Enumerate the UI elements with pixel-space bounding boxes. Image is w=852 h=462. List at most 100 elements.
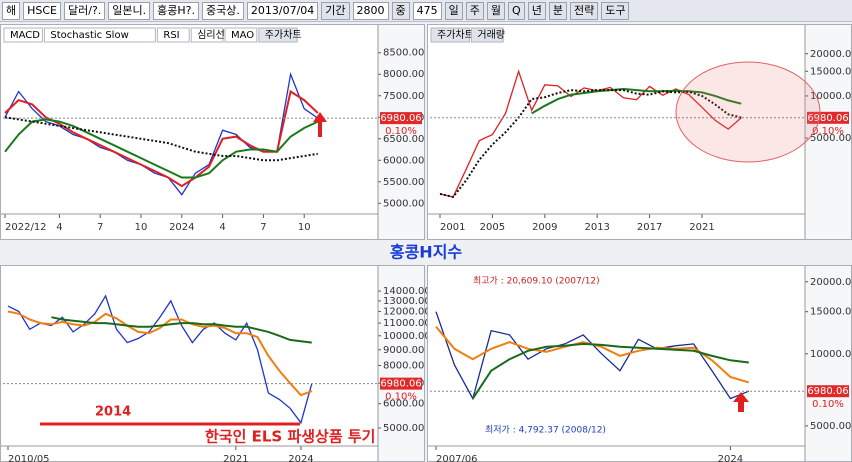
chart-panel (427, 24, 852, 240)
arrow (313, 112, 327, 137)
y-tick-label: 10000.00 (383, 331, 431, 342)
y-tick-label: 12000.00 (383, 307, 431, 318)
price-line (7, 294, 313, 425)
toolbar-item[interactable]: 일 (444, 1, 463, 20)
y-tick-label: 8000.00 (383, 360, 424, 371)
x-tick-label: 2024 (288, 454, 313, 462)
tab-label[interactable]: 심리선 (197, 29, 225, 41)
tab-label[interactable]: RSI (163, 30, 179, 41)
y-tick-label: 15000.00 (810, 307, 852, 318)
tab[interactable] (224, 27, 258, 43)
y-tick-label: 6000.00 (383, 155, 424, 166)
price-line (7, 310, 313, 397)
arrow (733, 392, 749, 412)
toolbar-item[interactable]: 홍콩H?. (153, 1, 200, 20)
tab[interactable] (156, 27, 190, 43)
x-tick-label: 10 (298, 222, 311, 233)
x-tick-label: 2009 (532, 222, 557, 233)
y-axis-area (805, 266, 851, 461)
highlight (675, 61, 821, 163)
annotation: 최고가 : 20,609.10 (2007/12) (473, 276, 600, 287)
last-price: 6980.06 (380, 113, 421, 124)
x-tick-label: 2022/12 (5, 222, 47, 233)
tab-label[interactable]: 주가차트 (265, 29, 302, 41)
last-price-box (807, 111, 849, 124)
tab[interactable] (190, 27, 224, 43)
tab[interactable] (470, 27, 504, 43)
tab[interactable] (3, 27, 43, 43)
toolbar-item[interactable]: Q (508, 1, 525, 20)
x-tick-label: 2010/05 (8, 454, 50, 462)
y-tick-label: 11000.00 (383, 318, 431, 329)
toolbar-item[interactable]: 전략 (569, 1, 599, 20)
last-price-box (807, 385, 849, 398)
y-tick-label: 7500.00 (383, 91, 424, 102)
toolbar-item[interactable]: 주 (465, 1, 484, 20)
y-tick-label: 8000.00 (383, 69, 424, 80)
chart-panel (427, 265, 852, 462)
y-tick-label: 5000.00 (810, 421, 851, 432)
last-price: 6980.06 (380, 379, 421, 390)
y-tick-label: 15000.00 (810, 66, 852, 77)
y-tick-label: 9000.00 (383, 345, 424, 356)
y-tick-label: 13000.00 (383, 296, 431, 307)
x-tick-label: 2005 (480, 222, 505, 233)
x-tick-label: 2001 (440, 222, 465, 233)
chart-panel (0, 265, 425, 462)
y-tick-label: 5000.00 (383, 423, 424, 434)
x-tick-label: 10 (135, 222, 148, 233)
toolbar-item[interactable]: 일본니. (108, 1, 151, 20)
tab-label[interactable]: Stochastic Slow (50, 30, 128, 41)
tab[interactable] (258, 27, 298, 43)
y-tick-label: 20000.00 (810, 277, 852, 288)
toolbar-item[interactable]: 년 (527, 1, 546, 20)
toolbar-item: 기간 (321, 1, 350, 20)
toolbar-item[interactable]: 2800 (352, 1, 389, 20)
y-tick-label: 5500.00 (383, 177, 424, 188)
toolbar-item[interactable]: 475 (412, 1, 442, 20)
y-tick-label: 5000.00 (810, 133, 851, 144)
price-line (531, 87, 742, 115)
toolbar-item: 중 (391, 1, 410, 20)
price-line (4, 118, 319, 179)
y-axis-area (378, 25, 424, 239)
x-tick-label: 2007/06 (436, 454, 478, 462)
x-tick-label: 2021 (223, 454, 248, 462)
toolbar-item[interactable]: 분 (548, 1, 567, 20)
y-tick-label: 6000.00 (383, 399, 424, 410)
toolbar-item[interactable]: 중국상. (202, 1, 244, 20)
toolbar-item[interactable]: 해 (2, 1, 21, 20)
tab[interactable] (43, 27, 156, 43)
x-tick-label: 2024 (718, 454, 743, 462)
y-tick-label: 8500.00 (383, 48, 424, 59)
annotation: 한국인 ELS 파생상품 투기 (205, 428, 375, 446)
change: 0.10% (385, 392, 417, 403)
last-price: 6980.06 (807, 113, 848, 124)
x-tick-label: 2013 (584, 222, 609, 233)
toolbar-item[interactable]: HSCE (23, 1, 62, 20)
price-line (471, 342, 749, 400)
y-tick-label: 10000.00 (810, 91, 852, 102)
y-axis-area (805, 25, 851, 239)
tab-label[interactable]: MACD (10, 30, 40, 41)
annotation: 최저가 : 4,792.37 (2008/12) (485, 425, 606, 436)
last-price-box (380, 377, 422, 390)
change: 0.10% (385, 126, 417, 137)
toolbar-item[interactable]: 도구 (601, 1, 630, 20)
tab[interactable] (430, 27, 470, 43)
toolbar-item[interactable]: 2013/07/04 (246, 1, 319, 20)
x-tick-label: 2021 (689, 222, 714, 233)
toolbar-item[interactable]: 월 (486, 1, 506, 20)
toolbar-item[interactable]: 달러/?. (64, 1, 106, 20)
price-line (4, 116, 318, 162)
y-tick-label: 5000.00 (383, 198, 424, 209)
tab-label[interactable]: 거래량 (477, 29, 505, 41)
tab-label[interactable]: 주가차트 (437, 29, 474, 41)
last-price: 6980.06 (807, 386, 848, 397)
change: 0.10% (812, 126, 844, 137)
x-tick-label: 7 (260, 222, 266, 233)
tab-label[interactable]: MAO (231, 30, 254, 41)
price-line (439, 69, 742, 198)
